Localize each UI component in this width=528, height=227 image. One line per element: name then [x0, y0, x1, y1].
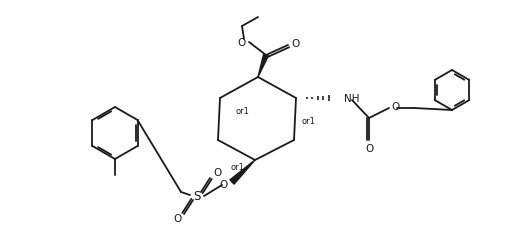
Text: or1: or1 — [230, 163, 244, 173]
Polygon shape — [258, 54, 268, 77]
Text: O: O — [366, 144, 374, 154]
Text: O: O — [392, 102, 400, 112]
Text: or1: or1 — [301, 118, 315, 126]
Text: O: O — [220, 180, 228, 190]
Text: O: O — [213, 168, 221, 178]
Text: S: S — [193, 190, 201, 202]
Text: O: O — [238, 38, 246, 48]
Text: NH: NH — [344, 94, 360, 104]
Polygon shape — [230, 160, 255, 184]
Text: O: O — [291, 39, 299, 49]
Text: O: O — [173, 214, 181, 224]
Text: or1: or1 — [235, 108, 249, 116]
